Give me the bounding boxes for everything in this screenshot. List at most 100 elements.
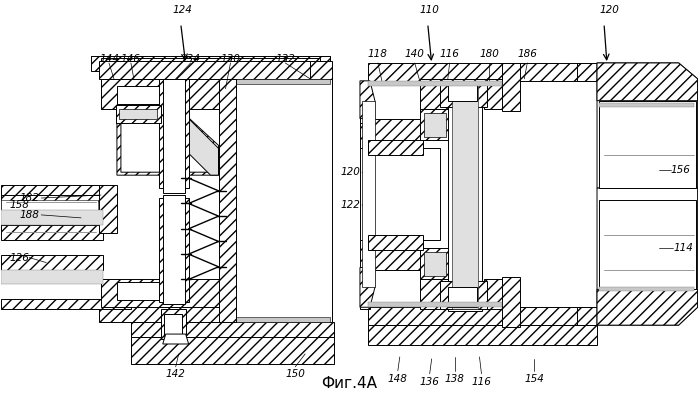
Bar [419,280,447,309]
Bar [484,280,503,309]
Bar [220,79,332,322]
Text: 182: 182 [20,193,39,203]
Bar [599,103,693,107]
Polygon shape [131,337,334,364]
Bar [1,270,103,284]
Text: 138: 138 [445,374,465,384]
Text: 134: 134 [181,54,201,64]
Polygon shape [597,188,698,325]
Bar [360,118,419,148]
Bar [101,58,320,71]
Bar [1,299,131,309]
Polygon shape [146,109,219,175]
Polygon shape [597,289,698,325]
Bar [599,200,696,289]
Bar [219,79,236,322]
Text: 126: 126 [9,252,29,262]
Bar [131,322,334,342]
Polygon shape [117,109,219,175]
Bar [599,287,693,291]
Bar [447,287,477,307]
Bar [360,148,440,240]
Bar [368,235,423,250]
Bar [362,101,375,287]
Polygon shape [163,334,189,344]
Text: 120: 120 [599,5,619,15]
Polygon shape [360,268,375,307]
Bar [599,101,696,188]
Text: 144: 144 [99,54,119,64]
Bar [419,248,449,280]
Bar [117,282,177,300]
Bar [101,280,222,307]
Polygon shape [360,81,375,118]
Bar [424,113,446,138]
Text: 116: 116 [472,377,491,387]
Bar [447,81,482,311]
Bar [484,79,503,109]
Bar [163,195,185,304]
Bar [99,304,332,322]
Bar [577,63,597,81]
Bar [119,109,157,118]
Bar [117,86,177,104]
Bar [99,185,117,233]
Bar [368,307,595,325]
Bar [310,61,332,314]
Text: 110: 110 [419,5,440,15]
Text: 186: 186 [517,49,538,59]
Polygon shape [1,218,101,233]
Bar [360,240,419,270]
Bar [419,109,449,140]
Text: 118: 118 [368,49,388,59]
Polygon shape [1,200,98,210]
Text: 156: 156 [671,165,691,175]
Polygon shape [1,185,101,200]
Text: Фиг.4А: Фиг.4А [322,376,377,391]
Polygon shape [121,113,215,172]
Text: 146: 146 [121,54,140,64]
Bar [91,56,330,71]
Bar [368,63,595,81]
Bar [419,79,447,109]
Bar [368,325,597,345]
Polygon shape [597,63,698,188]
Text: 116: 116 [440,49,459,59]
Bar [360,81,370,122]
Text: 114: 114 [674,243,693,253]
Bar [156,342,317,360]
Bar [1,210,103,225]
Bar [161,309,186,339]
Bar [368,302,503,307]
Text: 120: 120 [340,167,360,177]
Bar [116,105,161,122]
Text: 136: 136 [419,377,440,387]
Bar [99,61,322,79]
Text: 148: 148 [388,374,408,384]
Bar [159,198,189,302]
Text: 188: 188 [20,210,39,220]
Text: 140: 140 [405,49,425,59]
Bar [163,79,185,193]
Bar [440,282,487,309]
Text: 142: 142 [166,369,186,379]
Bar [1,255,103,270]
Bar [222,317,330,322]
Bar [1,225,103,240]
Bar [368,81,503,86]
Bar [577,307,597,325]
Bar [360,268,370,309]
Bar [159,79,189,188]
Bar [368,140,423,155]
Bar [1,195,103,210]
Bar [503,278,520,327]
Text: 154: 154 [524,374,545,384]
Polygon shape [597,63,698,101]
Text: 150: 150 [285,369,305,379]
Text: 180: 180 [480,49,499,59]
Bar [222,79,330,84]
Bar [503,63,520,111]
Text: 132: 132 [275,54,295,64]
Bar [452,83,479,309]
Bar [164,314,182,336]
